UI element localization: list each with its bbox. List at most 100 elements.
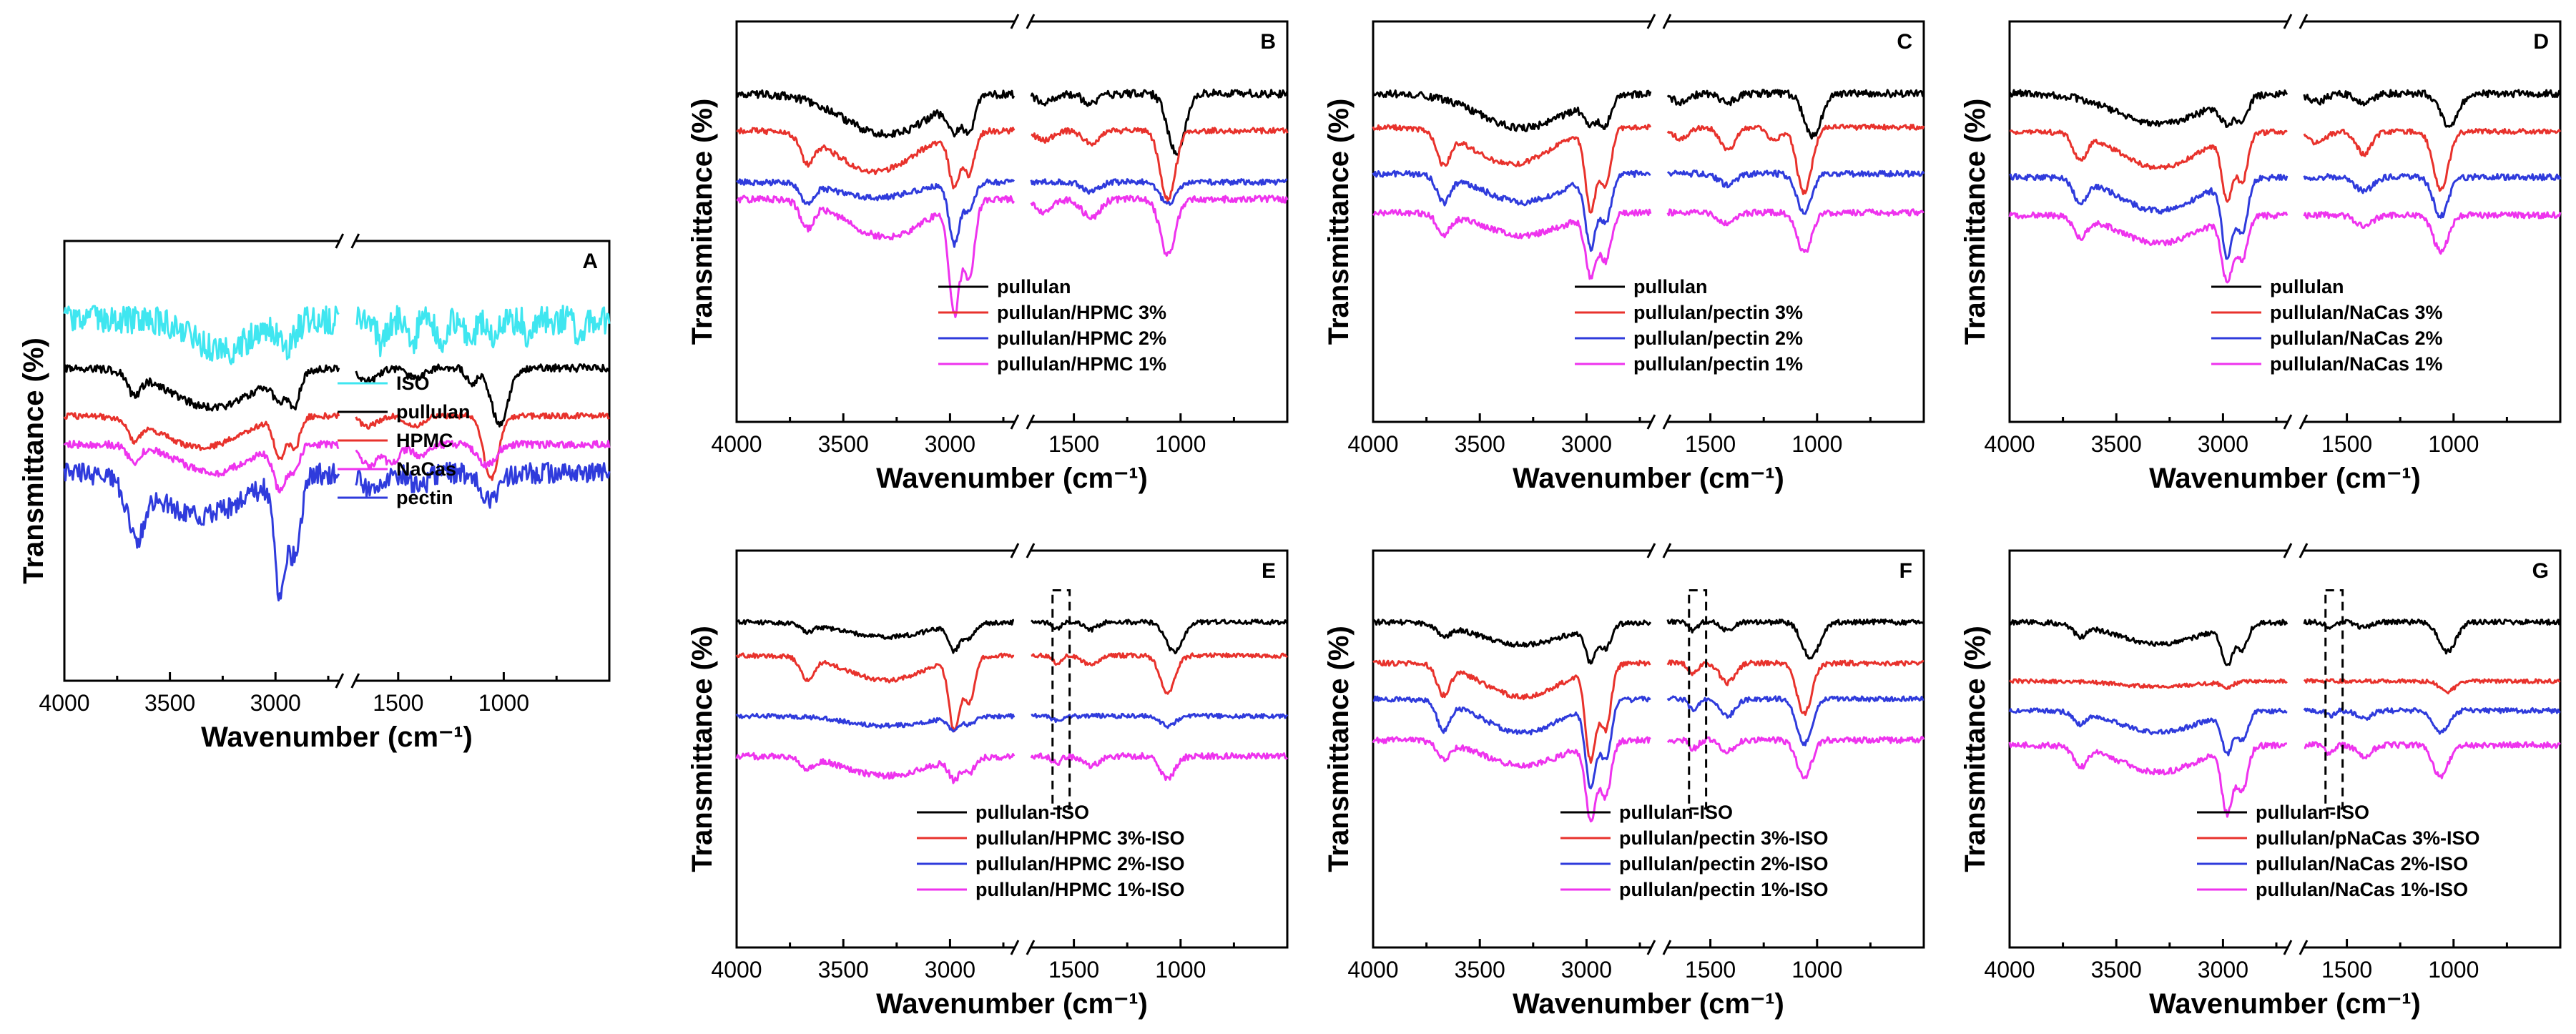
axis-break-mark	[1026, 14, 1036, 29]
x-axis-title: Wavenumber (cm⁻¹)	[1513, 988, 1784, 1020]
x-tick-label: 3000	[1561, 431, 1612, 457]
spectrum-line-black	[1372, 89, 1924, 140]
legend-label: pullulan	[2270, 276, 2344, 297]
spectrum-line-blue	[735, 712, 1289, 733]
legend-label: pullulan/NaCas 3%	[2270, 302, 2443, 323]
x-tick-label: 3500	[144, 690, 195, 716]
spectrum-line-magenta	[735, 752, 1288, 784]
legend-label: pullulan/HPMC 2%	[997, 328, 1166, 349]
legend-label: pullulan-ISO	[1619, 802, 1733, 823]
legend-label: pullulan/pectin 3%	[1633, 302, 1803, 323]
y-axis-title: Transmittance (%)	[1960, 99, 1991, 345]
x-axis-title: Wavenumber (cm⁻¹)	[201, 722, 473, 753]
legend-label: pullulan/NaCas 2%-ISO	[2256, 853, 2468, 875]
panel-letter: D	[2533, 30, 2549, 54]
spectrum-line-red	[2009, 128, 2562, 203]
spectrum-line-red	[63, 412, 610, 481]
axis-break-mark	[1026, 414, 1036, 430]
panel-f: 4000 3500 3000 1500 1000 Wavenumber (cm⁻¹) Tra…	[1323, 543, 1925, 1020]
spectrum-line-black	[63, 363, 611, 428]
x-tick-label: 1000	[1155, 957, 1206, 983]
x-tick-label: 1500	[1048, 431, 1099, 457]
x-tick-label: 1500	[2321, 431, 2372, 457]
legend-label: pullulan	[396, 401, 471, 423]
spectrum-line-blue	[1372, 695, 1924, 789]
x-axis-title: Wavenumber (cm⁻¹)	[1513, 463, 1784, 494]
legend: pullulan pullulan/HPMC 3% pullulan/HPMC 2%…	[938, 276, 1166, 375]
spectrum-line-red	[1372, 659, 1924, 764]
axis-break-mark	[2283, 414, 2293, 430]
legend: pullulan-ISO pullulan/pectin 3%-ISO pullul…	[1560, 802, 1829, 900]
x-tick-label: 3500	[818, 431, 869, 457]
y-axis-title: Transmittance (%)	[687, 99, 718, 345]
axis-break-mark	[1010, 414, 1020, 430]
legend: pullulan-ISO pullulan/pNaCas 3%-ISO pullul…	[2197, 802, 2480, 900]
highlight-box	[1051, 589, 1071, 810]
legend-label: pullulan/HPMC 1%	[997, 353, 1166, 375]
spectrum-line-blue	[736, 178, 1288, 248]
legend-label: NaCas	[396, 458, 456, 480]
legend: ISO pullulan HPMC NaCas pectin	[338, 373, 471, 508]
spectrum-line-red	[2008, 678, 2561, 695]
panel-letter: E	[1262, 559, 1276, 583]
legend-label: pullulan/pectin 1%-ISO	[1619, 879, 1829, 900]
axis-break-mark	[1026, 940, 1036, 955]
panel-letter: A	[582, 250, 598, 273]
panel-letter: B	[1260, 30, 1276, 54]
axis-break-mark	[2299, 414, 2309, 430]
axis-break-mark	[2283, 14, 2293, 29]
plot-frame	[63, 240, 611, 682]
spectrum-line-cyan	[63, 305, 611, 365]
legend-label: pullulan	[997, 276, 1071, 297]
x-tick-label: 1000	[478, 690, 529, 716]
panel-g: 4000 3500 3000 1500 1000 Wavenumber (cm⁻¹) Tra…	[1960, 543, 2562, 1020]
legend: pullulan-ISO pullulan/HPMC 3%-ISO pullulan…	[917, 802, 1185, 900]
axis-break-mark	[1662, 940, 1672, 955]
plot-frame	[1372, 20, 1925, 423]
axis-break-mark	[1662, 414, 1672, 430]
x-tick-label: 3000	[250, 690, 301, 716]
spectrum-line-magenta	[63, 440, 611, 494]
x-tick-label: 4000	[1347, 431, 1398, 457]
axis-break-mark	[1662, 543, 1672, 558]
x-tick-label: 1000	[1155, 431, 1206, 457]
legend: pullulan pullulan/NaCas 3% pullulan/NaCas …	[2211, 276, 2443, 375]
legend-label: pullulan/NaCas 2%	[2270, 328, 2443, 349]
plot-frame	[1372, 549, 1925, 949]
spectrum-line-blue	[1372, 169, 1925, 252]
y-axis-title: Transmittance (%)	[1323, 99, 1355, 345]
x-tick-label: 1500	[1685, 431, 1736, 457]
x-tick-label: 3500	[1455, 431, 1505, 457]
legend-label: ISO	[396, 373, 430, 394]
x-tick-label: 4000	[711, 957, 762, 983]
legend-label: pullulan/HPMC 3%	[997, 302, 1166, 323]
x-tick-label: 3000	[2198, 957, 2248, 983]
legend-label: pullulan/HPMC 1%-ISO	[975, 879, 1185, 900]
x-tick-label: 1000	[1791, 957, 1842, 983]
spectrum-line-magenta	[2008, 211, 2562, 284]
legend-label: pullulan/pectin 3%-ISO	[1619, 827, 1829, 849]
x-tick-label: 3000	[1561, 957, 1612, 983]
spectrum-line-black	[735, 88, 1289, 157]
legend-label: pullulan-ISO	[975, 802, 1089, 823]
axis-break-mark	[350, 233, 360, 249]
legend-label: pullulan/NaCas 1%	[2270, 353, 2443, 375]
spectrum-line-magenta	[736, 195, 1289, 318]
highlight-box	[2324, 589, 2344, 810]
spectrum-line-black	[2008, 619, 2562, 666]
legend: pullulan pullulan/pectin 3% pullulan/pecti…	[1575, 276, 1803, 375]
axis-break-mark	[350, 673, 360, 689]
x-tick-label: 3500	[818, 957, 869, 983]
x-tick-label: 1500	[2321, 957, 2372, 983]
spectrum-line-black	[2008, 89, 2562, 128]
x-axis-title: Wavenumber (cm⁻¹)	[876, 463, 1148, 494]
x-tick-label: 3500	[2091, 431, 2142, 457]
axis-break-mark	[2299, 14, 2309, 29]
axis-break-mark	[2283, 543, 2293, 558]
legend-label: HPMC	[396, 430, 453, 451]
x-tick-label: 4000	[1984, 957, 2035, 983]
axis-break-mark	[1010, 940, 1020, 955]
highlight-box	[1688, 589, 1708, 810]
